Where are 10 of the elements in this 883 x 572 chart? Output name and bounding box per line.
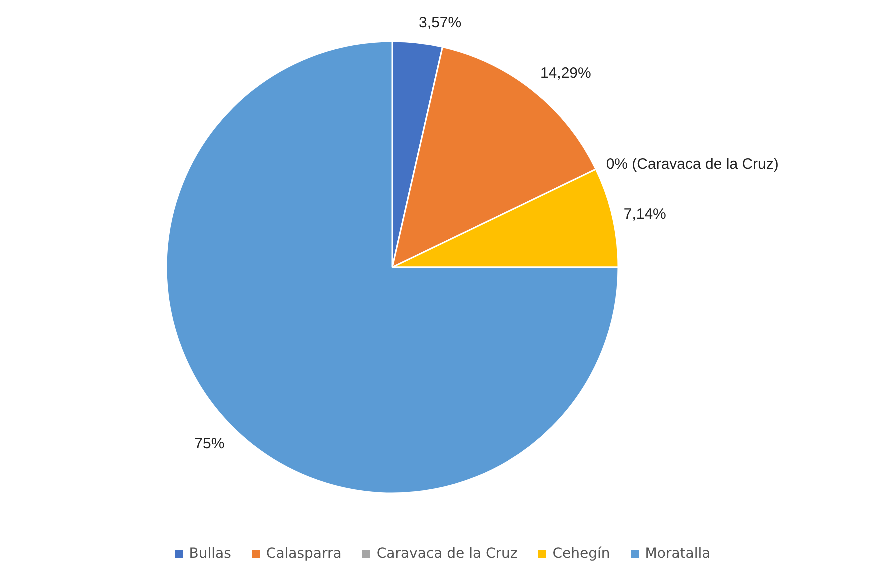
data-label: 75%: [194, 435, 225, 452]
legend-label: Moratalla: [645, 546, 711, 562]
legend-label: Caravaca de la Cruz: [376, 546, 518, 562]
legend-label: Bullas: [189, 546, 232, 562]
legend-label: Calasparra: [266, 546, 342, 562]
data-label: 3,57%: [419, 14, 462, 32]
legend-label: Cehegín: [552, 546, 610, 562]
data-label: 7,14%: [624, 206, 666, 224]
text: 0% (Caravaca de la Cruz): [606, 156, 779, 174]
data-label: 14,29%: [540, 64, 592, 82]
